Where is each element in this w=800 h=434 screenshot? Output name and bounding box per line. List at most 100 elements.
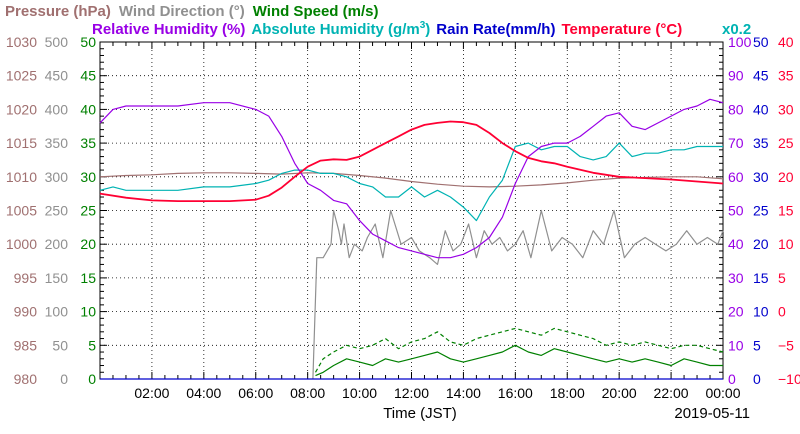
x-tick-label: 10:00 [342, 385, 377, 401]
tick-label-relative_humidity: 70 [728, 135, 744, 151]
tick-label-temperature: 20 [778, 169, 794, 185]
x-tick-label: 04:00 [186, 385, 221, 401]
legend-superscript: 3 [420, 20, 426, 31]
tick-label-pressure: 990 [14, 304, 38, 320]
tick-label-pressure: 985 [14, 337, 38, 353]
tick-label-relative_humidity: 100 [728, 34, 752, 50]
tick-label-temperature: 10 [778, 236, 794, 252]
x-tick-label: 22:00 [654, 385, 689, 401]
tick-label-temperature: 25 [778, 135, 794, 151]
legend-entry-relative-humidity: Relative Humidity (%) [92, 21, 245, 38]
tick-label-wind_direction: 50 [52, 337, 68, 353]
tick-label-pressure: 1010 [6, 169, 37, 185]
tick-label-wind_direction: 450 [45, 68, 69, 84]
tick-label-relative_humidity: 40 [728, 236, 744, 252]
tick-label-wind_direction: 150 [45, 270, 69, 286]
tick-label-relative_humidity: 60 [728, 169, 744, 185]
tick-label-wind_direction: 300 [45, 169, 69, 185]
tick-label-pressure: 1020 [6, 101, 37, 117]
series-line-wind-speed-gust-m-s [314, 327, 724, 373]
tick-label-wind_direction: 400 [45, 101, 69, 117]
legend-entry-wind-speed-m-s: Wind Speed (m/s) [253, 3, 379, 20]
tick-label-pressure: 1015 [6, 135, 37, 151]
tick-label-wind_speed: 25 [80, 203, 96, 219]
tick-label-pressure: 980 [14, 371, 38, 387]
tick-label-temperature: 30 [778, 101, 794, 117]
tick-label-rain_rate: 0 [753, 371, 761, 387]
tick-label-pressure: 995 [14, 270, 38, 286]
tick-label-wind_speed: 10 [80, 304, 96, 320]
series-line-wind-direction [312, 209, 724, 380]
tick-label-wind_speed: 20 [80, 236, 96, 252]
date-label: 2019-05-11 [674, 405, 750, 422]
tick-label-relative_humidity: 20 [728, 304, 744, 320]
tick-label-wind_speed: 30 [80, 169, 96, 185]
legend-entry-temperature-c: Temperature (°C) [561, 21, 682, 38]
tick-label-wind_speed: 5 [88, 337, 96, 353]
tick-label-wind_direction: 200 [45, 236, 69, 252]
legend-entry-absolute-humidity-g-m: Absolute Humidity (g/m [251, 21, 419, 38]
x-tick-label: 08:00 [290, 385, 325, 401]
tick-label-wind_direction: 0 [60, 371, 68, 387]
legend: Pressure (hPa) Wind Direction (°) Wind Spe… [5, 3, 751, 38]
tick-label-rain_rate: 45 [753, 68, 769, 84]
tick-label-temperature: 5 [778, 270, 786, 286]
tick-label-relative_humidity: 30 [728, 270, 744, 286]
tick-label-pressure: 1030 [6, 34, 37, 50]
legend-entry-wind-direction: Wind Direction (°) [119, 3, 245, 20]
x-tick-label: 06:00 [238, 385, 273, 401]
plot-area [99, 98, 724, 380]
x-tick-label: 12:00 [394, 385, 429, 401]
tick-label-rain_rate: 10 [753, 304, 769, 320]
x-tick-label: 18:00 [550, 385, 585, 401]
tick-label-relative_humidity: 0 [728, 371, 736, 387]
tick-label-temperature: 15 [778, 203, 794, 219]
tick-label-wind_speed: 50 [80, 34, 96, 50]
tick-label-wind_speed: 0 [88, 371, 96, 387]
tick-label-pressure: 1025 [6, 68, 37, 84]
axes: 9809859909951000100510101015102010251030… [6, 34, 800, 401]
tick-label-temperature: −10 [778, 371, 800, 387]
series-line-absolute-humidity [99, 142, 723, 222]
series-line-wind-speed-m-s [315, 344, 723, 377]
series-line-relative-humidity [99, 98, 724, 259]
tick-label-rain_rate: 5 [753, 337, 761, 353]
x-tick-label: 02:00 [134, 385, 169, 401]
tick-label-temperature: 35 [778, 68, 794, 84]
series-line-temperature-c [99, 120, 724, 202]
tick-label-temperature: −5 [778, 337, 794, 353]
tick-label-rain_rate: 15 [753, 270, 769, 286]
tick-label-pressure: 1000 [6, 236, 37, 252]
series-line-pressure-hpa [99, 172, 724, 188]
tick-label-relative_humidity: 50 [728, 203, 744, 219]
legend-entry-rain-rate-mm-h: Rain Rate(mm/h) [436, 21, 555, 38]
grid [99, 41, 724, 380]
tick-label-rain_rate: 30 [753, 169, 769, 185]
tick-label-wind_speed: 45 [80, 68, 96, 84]
tick-label-rain_rate: 20 [753, 236, 769, 252]
tick-label-wind_direction: 100 [45, 304, 69, 320]
tick-label-rain_rate: 50 [753, 34, 769, 50]
x-axis-label: Time (JST) [383, 405, 457, 422]
tick-label-relative_humidity: 80 [728, 101, 744, 117]
tick-label-wind_speed: 35 [80, 135, 96, 151]
tick-label-pressure: 1005 [6, 203, 37, 219]
multiplier-label: x0.2 [722, 21, 751, 38]
x-tick-label: 14:00 [446, 385, 481, 401]
legend-entry-: ) [425, 21, 430, 38]
x-tick-label: 20:00 [602, 385, 637, 401]
x-tick-label: 00:00 [705, 385, 740, 401]
tick-label-wind_direction: 500 [45, 34, 69, 50]
tick-label-relative_humidity: 10 [728, 337, 744, 353]
tick-label-relative_humidity: 90 [728, 68, 744, 84]
tick-label-rain_rate: 40 [753, 101, 769, 117]
tick-label-rain_rate: 35 [753, 135, 769, 151]
tick-label-wind_direction: 350 [45, 135, 69, 151]
tick-label-temperature: 0 [778, 304, 786, 320]
tick-label-wind_speed: 40 [80, 101, 96, 117]
tick-label-rain_rate: 25 [753, 203, 769, 219]
legend-entry-pressure-hpa: Pressure (hPa) [5, 3, 111, 20]
tick-label-temperature: 40 [778, 34, 794, 50]
